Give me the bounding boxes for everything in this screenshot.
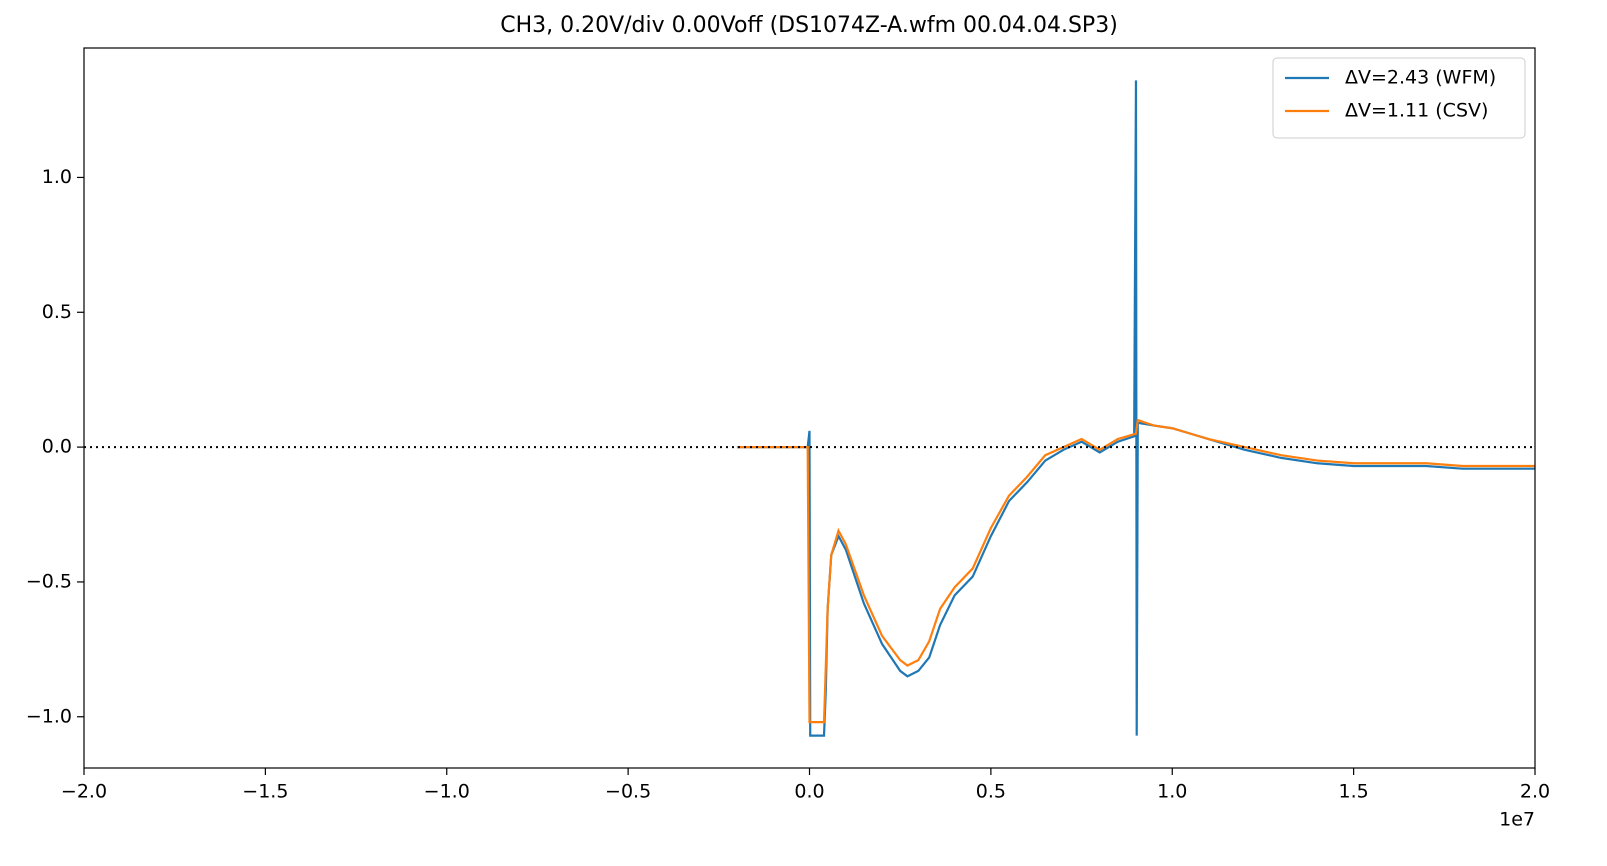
x-tick-label: −1.5: [242, 781, 288, 803]
plot-frame: [83, 47, 1536, 769]
x-tick-label: 0.0: [794, 781, 824, 803]
y-tick-label: 0.5: [42, 301, 72, 323]
x-offset-label: 1e7: [1499, 809, 1535, 831]
series-line: [736, 418, 1535, 724]
x-tick-label: 1.0: [1157, 781, 1187, 803]
legend-label: ΔV=1.11 (CSV): [1345, 100, 1488, 122]
series-line: [736, 80, 1535, 737]
x-tick-label: 0.5: [976, 781, 1006, 803]
legend-label: ΔV=2.43 (WFM): [1345, 67, 1496, 89]
x-tick-label: −0.5: [605, 781, 651, 803]
y-tick-label: −0.5: [26, 570, 72, 592]
x-tick-label: 2.0: [1520, 781, 1550, 803]
x-tick-label: −1.0: [424, 781, 470, 803]
x-tick-label: −2.0: [61, 781, 107, 803]
y-tick-label: 0.0: [42, 436, 72, 458]
chart-title: CH3, 0.20V/div 0.00Voff (DS1074Z-A.wfm 0…: [500, 13, 1118, 38]
x-tick-label: 1.5: [1339, 781, 1369, 803]
y-tick-label: −1.0: [26, 705, 72, 727]
legend-box: [1272, 57, 1526, 139]
y-tick-label: 1.0: [42, 166, 72, 188]
